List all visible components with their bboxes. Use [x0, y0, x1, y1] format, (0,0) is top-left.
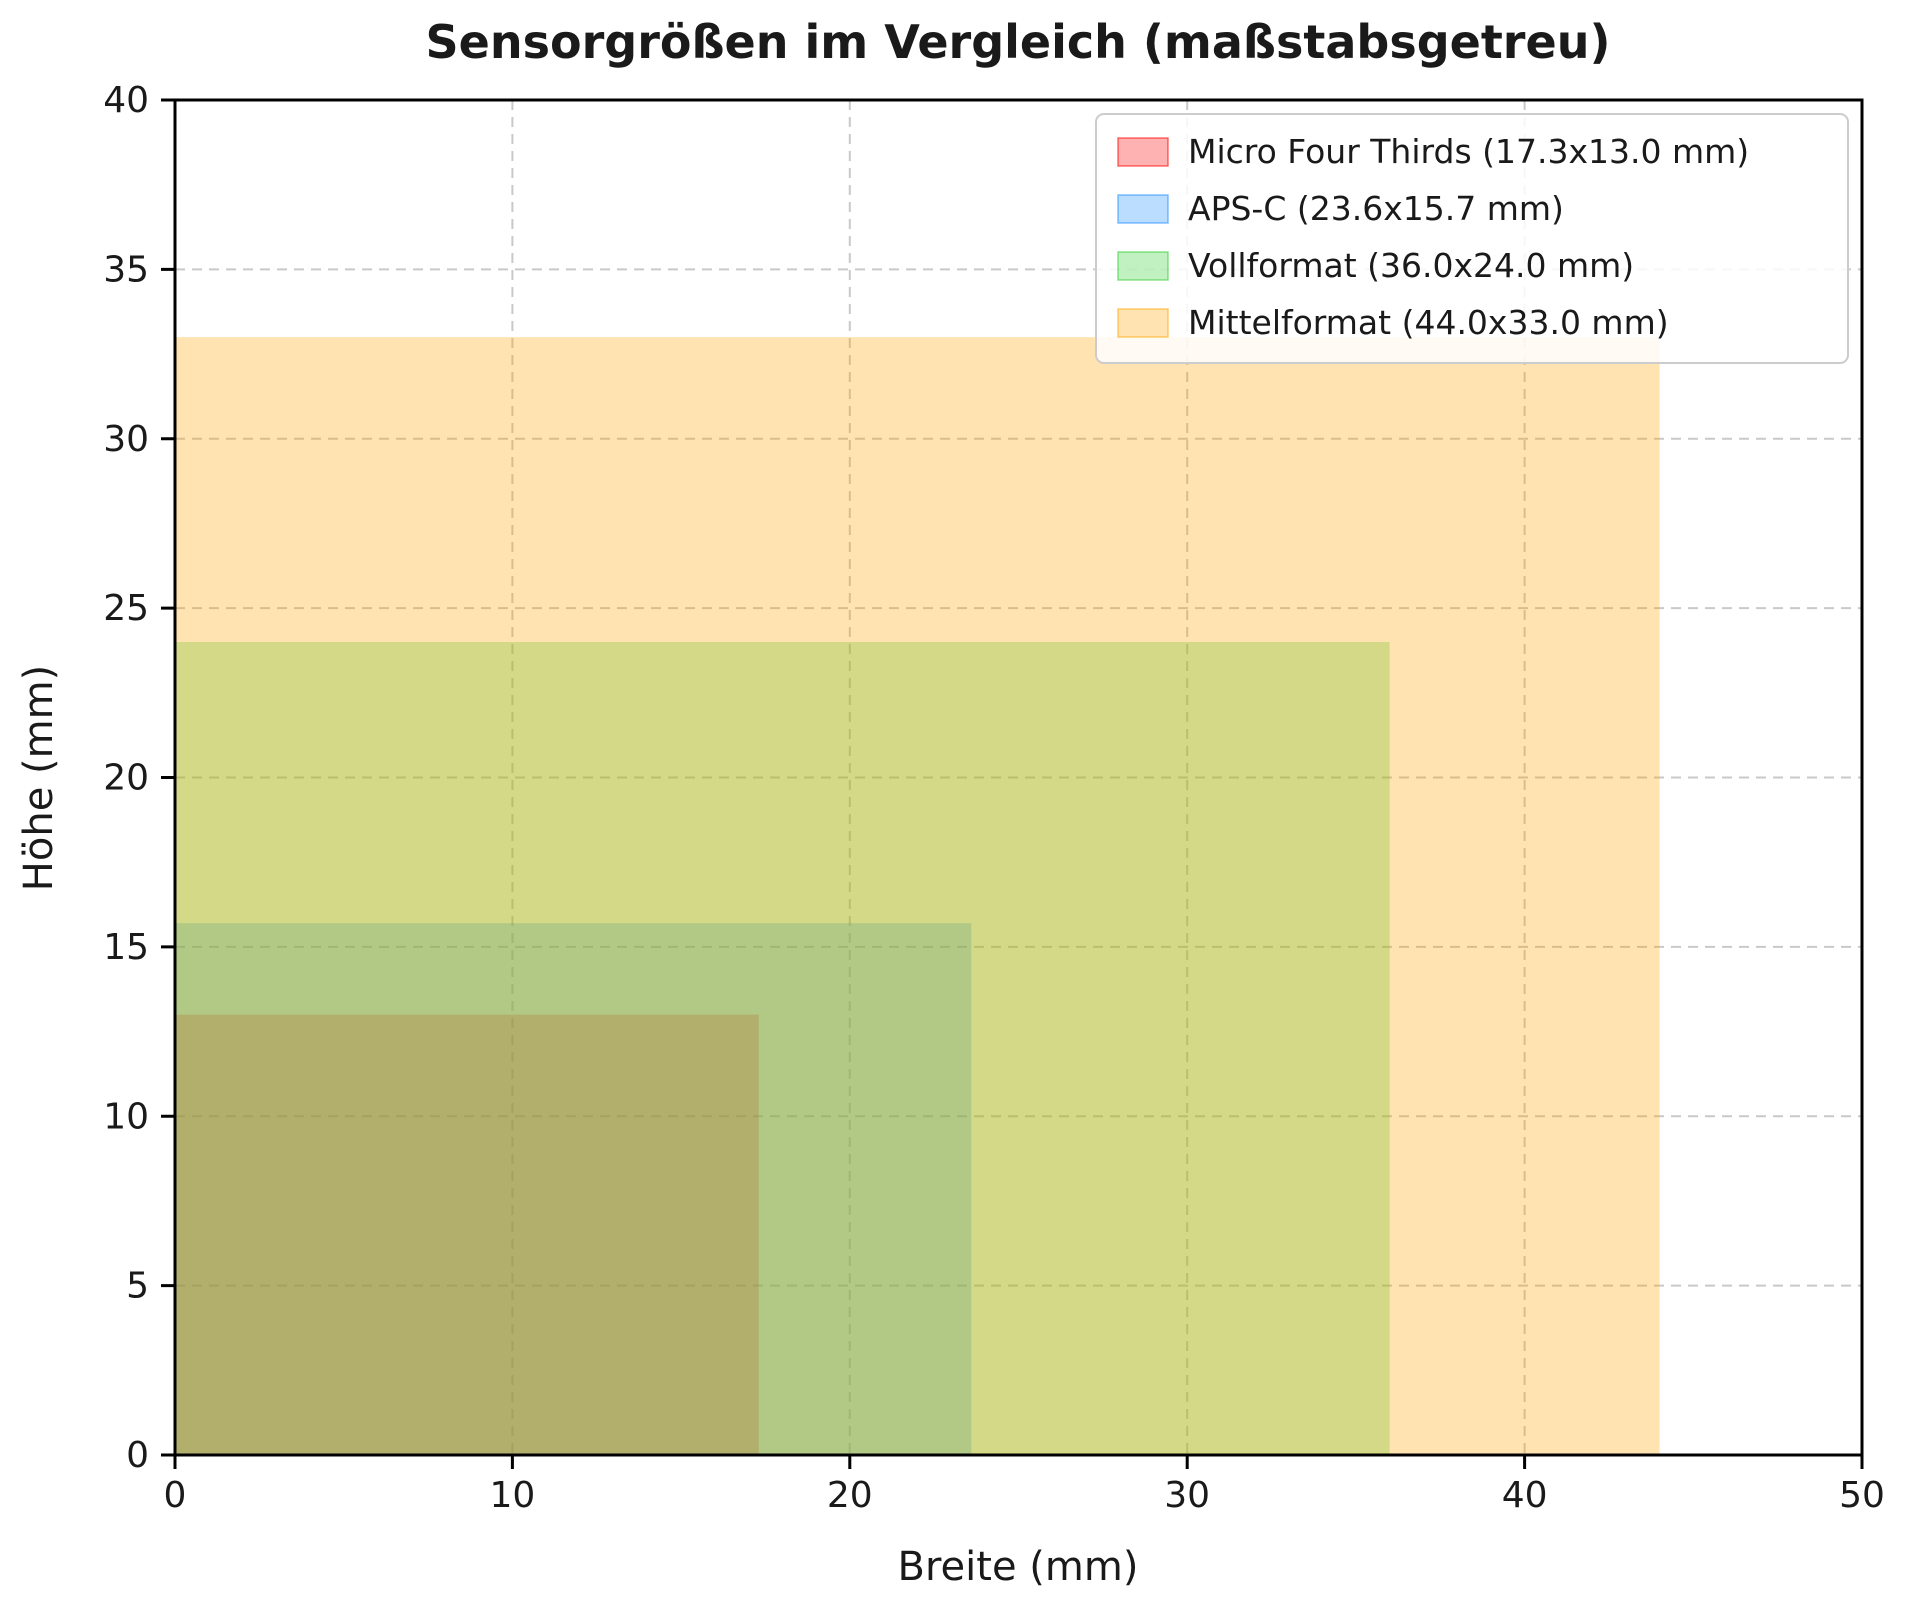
x-axis-label: Breite (mm) [898, 1544, 1139, 1590]
legend: Micro Four Thirds (17.3x13.0 mm) APS-C (2… [1095, 113, 1849, 364]
legend-swatch-micro-four-thirds [1117, 137, 1169, 167]
legend-swatch-aps-c [1117, 194, 1169, 224]
y-tick-label-20: 20 [103, 758, 149, 799]
y-tick-label-40: 40 [103, 80, 149, 121]
y-tick-label-35: 35 [103, 249, 149, 290]
sensor-rect-vollformat [175, 642, 1390, 1455]
legend-box [1095, 113, 1849, 364]
x-tick-label-20: 20 [827, 1475, 873, 1516]
y-tick-label-0: 0 [126, 1435, 149, 1476]
sensor-rects-layer [175, 337, 1660, 1455]
x-tick-label-40: 40 [1502, 1475, 1548, 1516]
legend-swatch-vollformat [1117, 251, 1169, 281]
sensor-rect-mittelformat [175, 337, 1660, 1455]
legend-swatch-mittelformat [1117, 308, 1169, 338]
x-tick-label-50: 50 [1839, 1475, 1885, 1516]
y-tick-label-30: 30 [103, 419, 149, 460]
x-tick-label-10: 10 [489, 1475, 535, 1516]
chart-title: Sensorgrößen im Vergleich (maßstabsgetre… [426, 15, 1611, 69]
y-tick-label-25: 25 [103, 588, 149, 629]
legend-label-aps-c: APS-C (23.6x15.7 mm) [1188, 189, 1564, 228]
legend-label-micro-four-thirds: Micro Four Thirds (17.3x13.0 mm) [1188, 132, 1749, 171]
axes-layer: 0 10 20 30 40 50 0 5 10 15 20 25 30 35 40 [103, 80, 1885, 1516]
sensor-rect-aps-c [175, 923, 972, 1455]
sensor-rect-micro-four-thirds [175, 1014, 759, 1455]
y-tick-label-15: 15 [103, 927, 149, 968]
x-tick-label-30: 30 [1164, 1475, 1210, 1516]
legend-label-vollformat: Vollformat (36.0x24.0 mm) [1188, 246, 1634, 285]
y-axis-label: Höhe (mm) [16, 665, 62, 891]
y-tick-label-10: 10 [103, 1096, 149, 1137]
x-tick-label-0: 0 [164, 1475, 187, 1516]
legend-label-mittelformat: Mittelformat (44.0x33.0 mm) [1188, 303, 1669, 342]
y-tick-label-5: 5 [126, 1266, 149, 1307]
